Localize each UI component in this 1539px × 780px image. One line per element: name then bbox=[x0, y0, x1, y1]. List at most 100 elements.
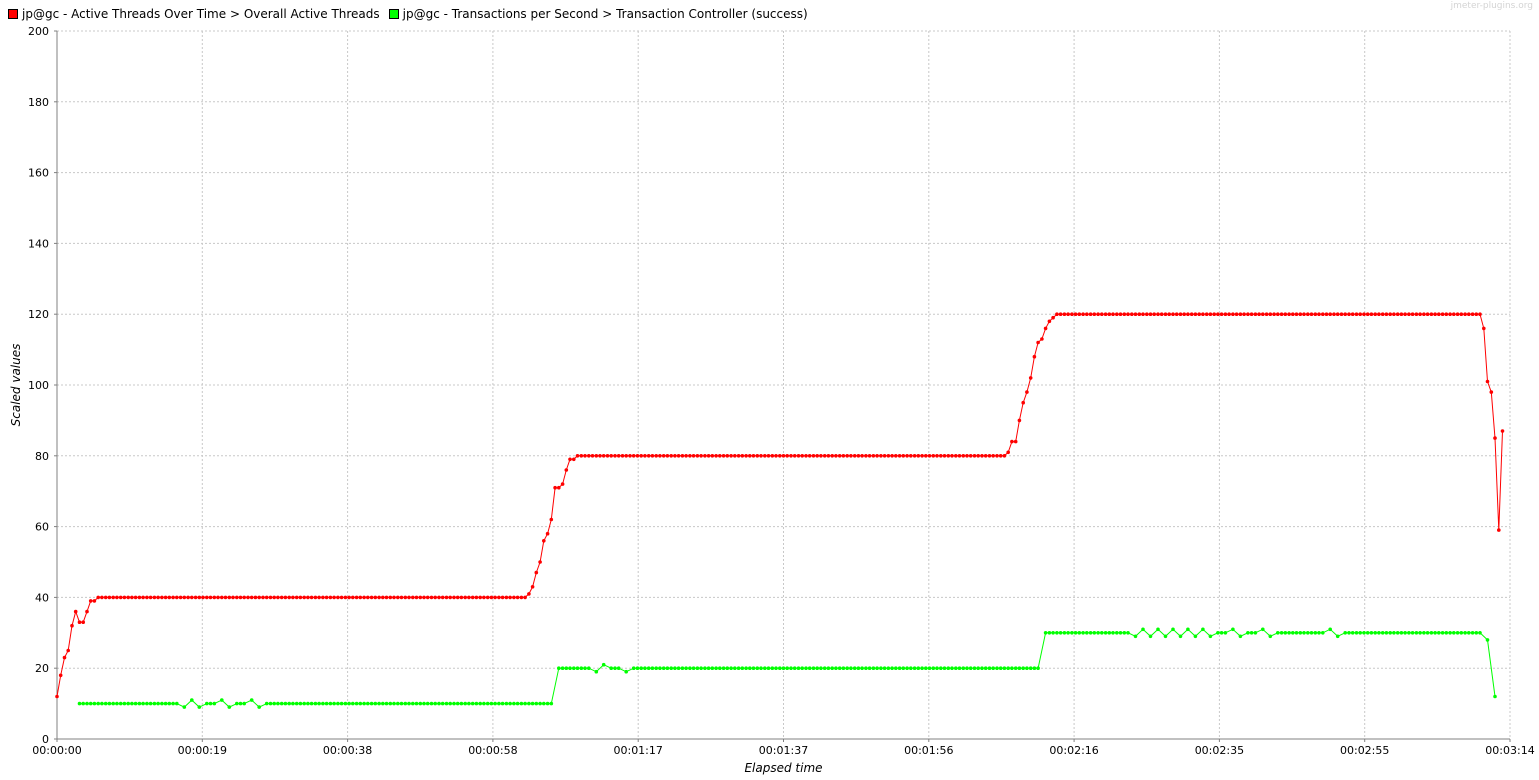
data-point bbox=[1287, 312, 1291, 317]
data-point bbox=[931, 454, 936, 458]
data-point bbox=[1365, 631, 1370, 635]
data-point bbox=[654, 666, 658, 670]
data-point bbox=[575, 454, 580, 458]
data-point bbox=[220, 698, 224, 702]
data-point bbox=[912, 454, 917, 458]
data-point bbox=[748, 666, 752, 670]
data-point bbox=[1354, 312, 1359, 317]
data-point bbox=[1010, 439, 1014, 444]
data-point bbox=[223, 595, 228, 600]
data-point bbox=[298, 595, 303, 600]
data-point bbox=[744, 454, 748, 458]
data-point bbox=[1231, 627, 1235, 632]
data-point bbox=[983, 454, 988, 458]
data-point bbox=[1036, 340, 1040, 345]
data-point bbox=[1448, 312, 1452, 317]
data-point bbox=[489, 595, 494, 600]
x-tick-label: 00:00:58 bbox=[468, 744, 517, 757]
data-point bbox=[246, 595, 250, 600]
data-point bbox=[1440, 631, 1445, 635]
data-point bbox=[257, 705, 262, 709]
data-point bbox=[1096, 631, 1100, 635]
data-point bbox=[1006, 450, 1010, 455]
data-point bbox=[81, 701, 85, 706]
data-point bbox=[613, 666, 617, 670]
data-point bbox=[594, 454, 599, 458]
data-point bbox=[807, 454, 812, 458]
data-point bbox=[605, 454, 610, 458]
data-point bbox=[373, 595, 378, 600]
data-point bbox=[886, 454, 891, 458]
data-point bbox=[171, 595, 175, 600]
data-point bbox=[1174, 312, 1179, 317]
data-point bbox=[1395, 631, 1400, 635]
data-point bbox=[1103, 631, 1108, 635]
data-point bbox=[826, 454, 831, 458]
data-point bbox=[1403, 312, 1407, 317]
data-point bbox=[691, 454, 696, 458]
data-point bbox=[1485, 379, 1490, 384]
data-point bbox=[182, 595, 187, 600]
data-point bbox=[781, 454, 786, 458]
data-point bbox=[115, 595, 119, 600]
data-point bbox=[639, 666, 643, 670]
data-point bbox=[85, 701, 89, 706]
data-point bbox=[1013, 666, 1018, 670]
data-point bbox=[512, 595, 516, 600]
data-point bbox=[238, 701, 243, 706]
data-point bbox=[1092, 631, 1097, 635]
data-point bbox=[182, 705, 187, 709]
data-point bbox=[1178, 312, 1183, 317]
data-point bbox=[920, 666, 924, 670]
data-point bbox=[1178, 634, 1183, 639]
data-point bbox=[403, 701, 408, 706]
data-point bbox=[538, 560, 542, 564]
x-tick-label: 00:00:19 bbox=[178, 744, 227, 757]
data-point bbox=[227, 705, 232, 709]
data-point bbox=[339, 701, 344, 706]
data-point bbox=[1328, 627, 1332, 632]
data-point bbox=[774, 666, 778, 670]
data-point bbox=[1384, 312, 1389, 317]
data-point bbox=[954, 454, 958, 458]
data-point bbox=[710, 454, 715, 458]
data-point bbox=[1111, 631, 1115, 635]
data-point bbox=[1470, 312, 1475, 317]
data-point bbox=[920, 454, 924, 458]
data-point bbox=[736, 454, 741, 458]
data-point bbox=[852, 666, 857, 670]
data-point bbox=[965, 666, 969, 670]
data-point bbox=[242, 595, 246, 600]
data-point bbox=[924, 666, 928, 670]
data-point bbox=[721, 454, 726, 458]
data-point bbox=[205, 701, 209, 706]
series-0 bbox=[55, 312, 1505, 699]
data-point bbox=[1171, 312, 1175, 317]
data-point bbox=[1425, 312, 1430, 317]
data-point bbox=[789, 666, 793, 670]
data-point bbox=[351, 701, 355, 706]
data-point bbox=[1047, 319, 1052, 324]
data-point bbox=[403, 595, 408, 600]
data-point bbox=[755, 454, 760, 458]
data-point bbox=[631, 666, 636, 670]
data-point bbox=[1395, 312, 1400, 317]
data-point bbox=[452, 701, 456, 706]
data-point bbox=[957, 666, 962, 670]
data-point bbox=[545, 531, 550, 536]
data-point bbox=[508, 595, 512, 600]
data-point bbox=[485, 701, 490, 706]
data-point bbox=[695, 454, 700, 458]
data-point bbox=[175, 701, 179, 706]
data-point bbox=[1055, 631, 1059, 635]
data-point bbox=[1422, 631, 1426, 635]
data-point bbox=[1482, 326, 1486, 331]
data-point bbox=[504, 595, 509, 600]
data-point bbox=[1410, 312, 1415, 317]
data-point bbox=[396, 595, 400, 600]
data-point bbox=[901, 666, 906, 670]
data-point bbox=[440, 595, 445, 600]
data-point bbox=[729, 454, 733, 458]
data-point bbox=[841, 666, 846, 670]
